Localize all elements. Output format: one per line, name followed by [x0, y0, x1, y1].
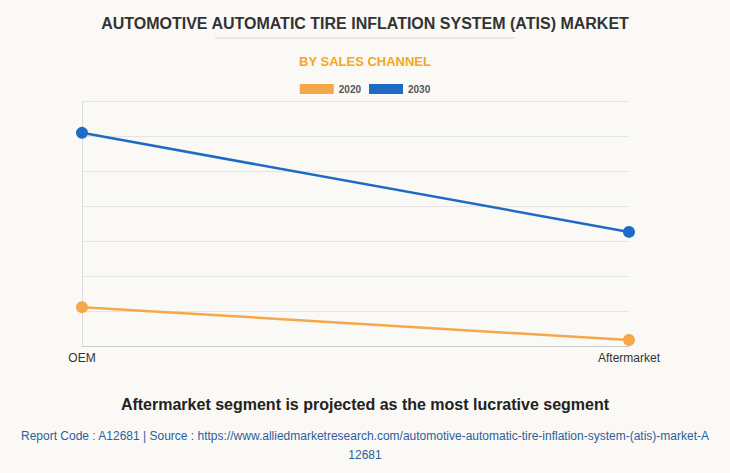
html-text:Aftermarket segment is project: Aftermarket segment is projected as the …: [120, 396, 610, 413]
svg-text:OEM: OEM: [68, 351, 95, 365]
svg-text:BY SALES CHANNEL: BY SALES CHANNEL: [299, 54, 431, 69]
svg-text:2020: 2020: [339, 84, 362, 95]
svg-text:AUTOMOTIVE AUTOMATIC TIRE INFL: AUTOMOTIVE AUTOMATIC TIRE INFLATION SYST…: [101, 15, 629, 32]
html-text:Report Code : A12681 | Source: Report Code : A12681 | Source : https://…: [21, 429, 709, 462]
svg-text:2030: 2030: [408, 84, 431, 95]
svg-text:Aftermarket: Aftermarket: [598, 351, 661, 365]
